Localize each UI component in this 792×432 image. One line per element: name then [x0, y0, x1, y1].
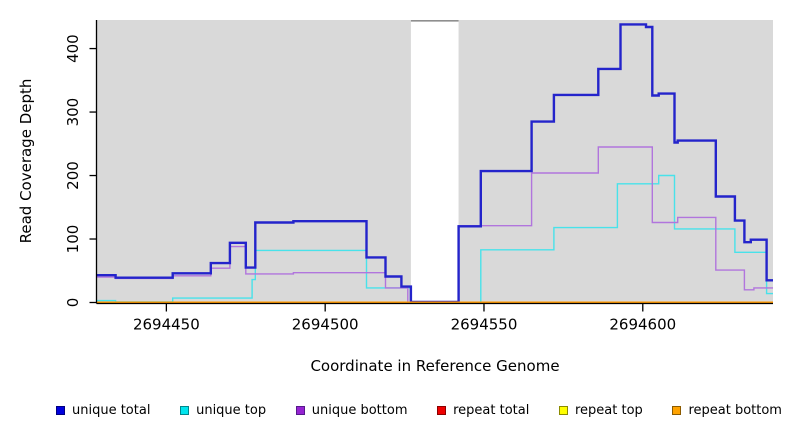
legend-item-unique-bottom: unique bottom	[295, 402, 408, 418]
y-tick-label: 200	[64, 161, 82, 190]
x-tick-label: 2694600	[609, 316, 676, 334]
plot-area	[96, 19, 773, 304]
legend-label-unique-bottom: unique bottom	[311, 402, 408, 418]
axes: 0 100 200 300 400 2694450 2694500 2694550 269460…	[64, 20, 773, 334]
legend-swatch-repeat-top	[559, 405, 568, 415]
legend-item-unique-total: unique total	[56, 403, 150, 418]
chart-legend: unique total unique top unique bottom repea…	[0, 396, 792, 424]
legend-swatch-unique-top	[180, 405, 190, 415]
x-tick-label: 2694550	[451, 316, 518, 334]
legend-swatch-unique-bottom	[295, 405, 305, 415]
y-tick-label: 400	[64, 34, 82, 63]
legend-label-repeat-total: repeat total	[453, 402, 530, 418]
legend-label-unique-top: unique top	[196, 402, 267, 418]
y-tick-label: 300	[64, 98, 82, 127]
legend-swatch-repeat-total	[437, 405, 447, 415]
series-line-unique-top	[96, 174, 773, 304]
y-tick-label: 100	[64, 225, 82, 254]
legend-swatch-unique-total	[56, 405, 65, 415]
legend-item-repeat-total: repeat total	[437, 403, 529, 418]
coverage-chart: 0 100 200 300 400 2694450 2694500 2694550 269460…	[17, 19, 773, 375]
legend-label-repeat-bottom: repeat bottom	[688, 402, 782, 418]
y-tick-label: 0	[64, 298, 82, 308]
legend-swatch-repeat-bottom	[672, 405, 682, 415]
legend-label-repeat-top: repeat top	[575, 402, 643, 418]
masked-gap-region	[410, 20, 459, 304]
x-axis-title: Coordinate in Reference Genome	[310, 357, 559, 375]
legend-item-repeat-bottom: repeat bottom	[672, 403, 782, 418]
x-tick-label: 2694500	[292, 316, 359, 334]
x-tick-label: 2694450	[133, 316, 200, 334]
series-line-unique-total	[96, 23, 773, 304]
legend-item-unique-top: unique top	[180, 403, 266, 418]
y-axis-title: Read Coverage Depth	[17, 79, 35, 244]
legend-label-unique-total: unique total	[72, 402, 151, 418]
legend-item-repeat-top: repeat top	[559, 403, 643, 418]
